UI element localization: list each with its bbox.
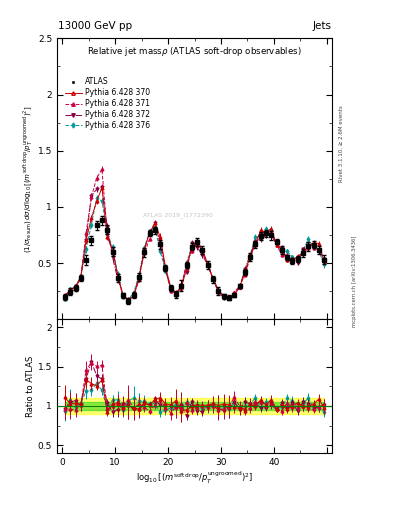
Text: 13000 GeV pp: 13000 GeV pp xyxy=(58,20,132,31)
Text: ATLAS 2019_I1772390: ATLAS 2019_I1772390 xyxy=(143,212,213,218)
X-axis label: $\log_{10}[(m^{\rm soft\,drop}/p_T^{\rm ungroomed})^2]$: $\log_{10}[(m^{\rm soft\,drop}/p_T^{\rm … xyxy=(136,470,253,486)
Y-axis label: Ratio to ATLAS: Ratio to ATLAS xyxy=(26,356,35,417)
Text: Rivet 3.1.10, ≥ 2.6M events: Rivet 3.1.10, ≥ 2.6M events xyxy=(339,105,344,182)
Text: Jets: Jets xyxy=(312,20,331,31)
Y-axis label: $(1/\sigma_{\rm resum})\,d\sigma/d\log_{10}[(m^{\rm soft\,drop}/p_{T}^{\rm ungro: $(1/\sigma_{\rm resum})\,d\sigma/d\log_{… xyxy=(21,105,35,252)
Text: mcplots.cern.ch [arXiv:1306.3436]: mcplots.cern.ch [arXiv:1306.3436] xyxy=(352,236,357,327)
Legend: ATLAS, Pythia 6.428 370, Pythia 6.428 371, Pythia 6.428 372, Pythia 6.428 376: ATLAS, Pythia 6.428 370, Pythia 6.428 37… xyxy=(64,76,152,132)
Text: Relative jet mass$\rho$ (ATLAS soft-drop observables): Relative jet mass$\rho$ (ATLAS soft-drop… xyxy=(87,46,302,58)
